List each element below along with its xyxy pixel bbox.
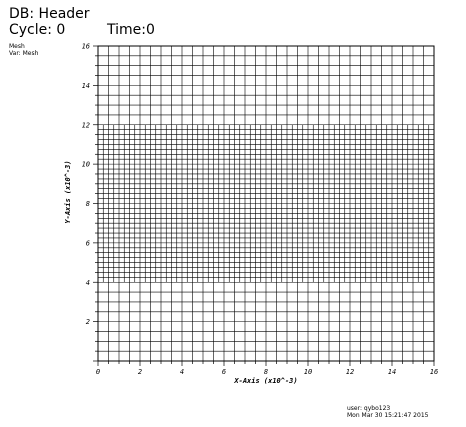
x-tick-label: 6 (222, 368, 226, 376)
y-tick-label: 8 (86, 200, 90, 208)
x-tick-label: 2 (138, 368, 142, 376)
y-tick-label: 16 (82, 43, 90, 51)
database-title: DB: Header (9, 6, 90, 22)
x-tick-label: 4 (180, 368, 184, 376)
user-label: user: qybo123 (347, 405, 391, 412)
x-tick-label: 10 (304, 368, 312, 376)
y-tick-label: 12 (82, 121, 90, 129)
x-tick-label: 16 (430, 368, 438, 376)
y-tick-label: 2 (86, 318, 90, 326)
y-tick-labels: 2 4 6 8 10 12 14 16 (82, 43, 90, 327)
y-tick-label: 4 (86, 279, 90, 287)
x-tick-label: 14 (388, 368, 396, 376)
date-label: Mon Mar 30 15:21:47 2015 (347, 412, 429, 419)
x-axis-title: X-Axis (x10^-3) (233, 377, 297, 385)
time-label: Time:0 (107, 22, 155, 38)
minor-ticks (93, 45, 435, 366)
x-tick-labels: 0 2 4 6 8 10 12 14 16 (96, 368, 438, 376)
variable-label: Var: Mesh (9, 50, 39, 57)
plot-type-label: Mesh (9, 43, 25, 50)
y-tick-label: 10 (82, 161, 90, 169)
y-axis-title: Y-Axis (x10^-3) (64, 160, 72, 223)
x-tick-label: 8 (264, 368, 268, 376)
cycle-label: Cycle: 0 (9, 22, 66, 38)
x-tick-label: 0 (96, 368, 100, 376)
x-tick-label: 12 (346, 368, 354, 376)
y-tick-label: 14 (82, 82, 90, 90)
y-tick-label: 6 (86, 239, 90, 247)
mesh-lines (97, 45, 435, 362)
